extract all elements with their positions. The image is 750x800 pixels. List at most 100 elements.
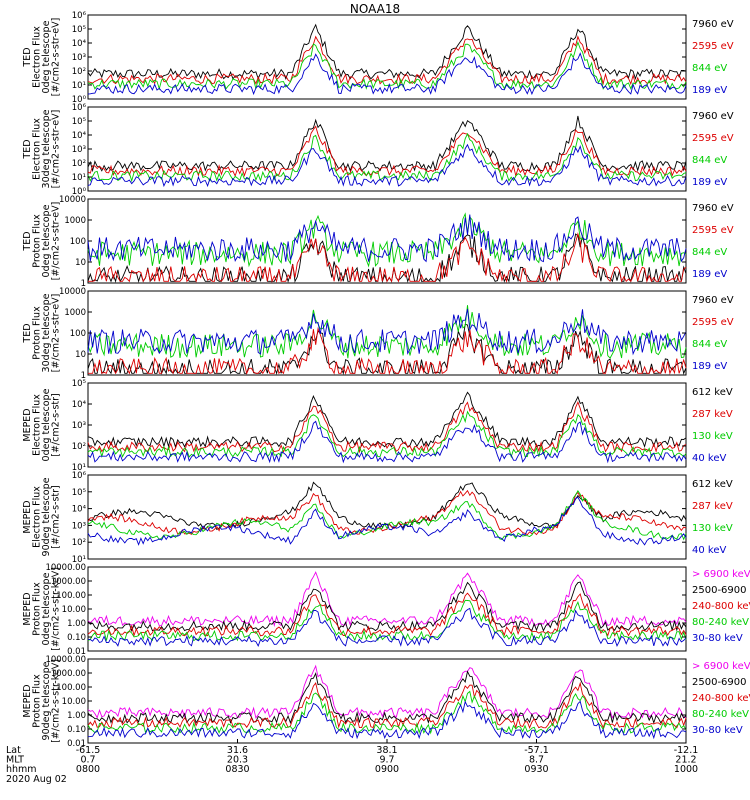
legend-entry: 130 keV — [692, 523, 733, 534]
legend-entry: > 6900 keV — [692, 569, 750, 580]
series-line-240-800-kev — [87, 681, 687, 730]
y-tick-label: 10³ — [72, 53, 86, 63]
series-line-40-kev — [87, 420, 687, 464]
y-tick-label: 0.01 — [67, 647, 86, 657]
y-axis-label-line: [#/cm2-s-str] — [51, 393, 62, 456]
legend-entry: 7960 eV — [692, 203, 734, 214]
series-line-7960-ev — [87, 115, 687, 173]
series-line-844-ev — [87, 212, 687, 268]
y-axis-label-line: Proton Flux — [32, 582, 43, 636]
y-tick-label: 10⁵ — [72, 379, 86, 389]
x-tick-label: -61.5 — [76, 745, 101, 756]
series-line--6900-kev — [87, 571, 687, 628]
y-tick-label: 10³ — [72, 145, 86, 155]
y-tick-label: 10⁶ — [72, 11, 87, 21]
y-tick-label: 10⁰ — [72, 95, 87, 105]
y-tick-label: 10¹ — [72, 555, 86, 565]
series-line-2500-6900 — [87, 581, 687, 633]
legend-entry: 240-800 keV — [692, 693, 750, 704]
legend-entry: 612 keV — [692, 479, 733, 490]
series-line-189-ev — [87, 214, 687, 263]
panel-frame — [87, 658, 687, 744]
legend-entry: 844 eV — [692, 155, 727, 166]
y-tick-label: 10 — [75, 258, 86, 268]
y-axis-label-line: Electron Flux — [32, 118, 43, 180]
legend-entry: 2500-6900 — [692, 585, 747, 596]
legend-entry: 189 eV — [692, 269, 727, 280]
legend-entry: 287 keV — [692, 409, 733, 420]
y-tick-label: 0.10 — [67, 633, 86, 643]
y-tick-label: 100 — [70, 329, 86, 339]
y-tick-label: 1.00 — [67, 711, 86, 721]
x-tick-label: 0.7 — [80, 755, 95, 766]
y-tick-label: 10⁴ — [72, 400, 87, 410]
x-tick-label: 8.7 — [529, 755, 544, 766]
y-axis-label-line: TED — [22, 47, 33, 67]
y-tick-label: 10⁴ — [72, 505, 87, 515]
x-tick-label: -12.1 — [674, 745, 699, 756]
y-tick-label: 1.00 — [67, 619, 86, 629]
y-tick-label: 1000.00 — [51, 669, 86, 679]
legend-entry: 7960 eV — [692, 111, 734, 122]
series-line-612-kev — [87, 481, 687, 531]
y-tick-label: 10² — [72, 442, 86, 452]
legend-entry: 189 eV — [692, 85, 727, 96]
x-tick-label: 9.7 — [379, 755, 394, 766]
panel-7: 0.01 0.10 1.00 10.00 100.00 1000.00 10000.00 ME… — [22, 563, 750, 657]
panel-frame — [87, 382, 687, 468]
y-tick-label: 0.01 — [67, 739, 86, 749]
panel-frame — [87, 474, 687, 560]
y-tick-label: 1000 — [64, 216, 86, 226]
y-tick-label: 100.00 — [56, 683, 86, 693]
series-line-2500-6900 — [87, 670, 687, 725]
legend-entry: 40 keV — [692, 545, 726, 556]
legend-entry: 844 eV — [692, 247, 727, 258]
y-axis-label-line: MEPED — [22, 500, 33, 533]
y-tick-label: 100 — [70, 237, 86, 247]
series-line-2595-ev — [88, 232, 687, 283]
y-tick-label: 10.00 — [62, 605, 86, 615]
series-line-189-ev — [87, 308, 687, 356]
x-tick-label: 38.1 — [376, 745, 397, 756]
series-line-80-240-kev — [87, 690, 687, 735]
series-line-189-ev — [87, 143, 687, 188]
y-tick-label: 10.00 — [62, 697, 86, 707]
y-tick-label: 10¹ — [72, 463, 86, 473]
y-tick-label: 10⁶ — [72, 103, 87, 113]
y-tick-label: 10⁵ — [72, 117, 86, 127]
y-tick-label: 10¹ — [72, 81, 86, 91]
series-line--6900-kev — [87, 664, 687, 719]
legend-entry: 612 keV — [692, 387, 733, 398]
y-tick-label: 10000.00 — [45, 655, 86, 665]
legend-entry: 2595 eV — [692, 133, 734, 144]
y-axis-label-line: TED — [22, 231, 33, 251]
y-axis-label-line: 0deg telescope — [41, 572, 52, 645]
y-axis-label-line: TED — [22, 139, 33, 159]
y-axis-label-line: 0deg telescope — [41, 388, 52, 461]
y-axis-label-line: [#/cm2-s-str] — [51, 485, 62, 548]
y-tick-label: 0.10 — [67, 725, 86, 735]
panel-8: 0.01 0.10 1.00 10.00 100.00 1000.00 10000.00 ME… — [22, 655, 750, 749]
y-axis-label-line: Electron Flux — [32, 486, 43, 548]
y-tick-label: 10¹ — [72, 173, 86, 183]
chart-title: NOAA18 — [350, 2, 400, 16]
y-tick-label: 100.00 — [56, 591, 86, 601]
y-axis-label-line: Electron Flux — [32, 394, 43, 456]
series-line-130-kev — [87, 410, 687, 459]
x-tick-label: 0900 — [375, 764, 399, 775]
y-tick-label: 10² — [72, 538, 86, 548]
panel-frame — [87, 566, 687, 652]
series-line-189-ev — [87, 52, 687, 96]
series-line-287-kev — [87, 401, 687, 454]
legend-entry: 30-80 keV — [692, 725, 743, 736]
series-line-844-ev — [87, 41, 687, 91]
x-row-label: MLT — [6, 755, 24, 766]
legend-entry: 2500-6900 — [692, 677, 747, 688]
series-line-30-80-kev — [87, 607, 687, 647]
y-tick-label: 10000 — [59, 287, 86, 297]
